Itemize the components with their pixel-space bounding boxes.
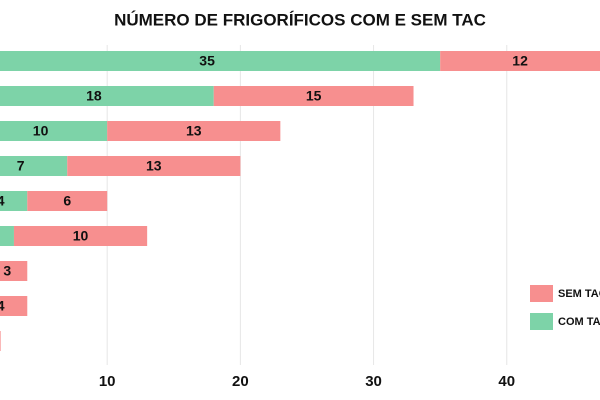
bar-segment <box>0 156 68 176</box>
chart-title: NÚMERO DE FRIGORÍFICOS COM E SEM TAC <box>114 10 486 29</box>
data-label: 10 <box>33 123 49 139</box>
data-label: 18 <box>86 88 102 104</box>
bar-segment <box>0 226 14 246</box>
data-label: 7 <box>17 158 25 174</box>
data-label: 4 <box>0 298 5 314</box>
bar-segment <box>0 51 441 71</box>
data-label: 12 <box>512 53 528 69</box>
bar-segment <box>0 261 28 281</box>
legend-swatch <box>530 285 553 302</box>
data-label: 6 <box>63 193 71 209</box>
bar-segment <box>107 121 281 141</box>
bar-segment <box>0 86 214 106</box>
bar-segment <box>0 191 28 211</box>
bar-segment <box>27 191 108 211</box>
legend-swatch <box>530 313 553 330</box>
x-tick-label: 10 <box>99 373 116 390</box>
data-label: 35 <box>199 53 215 69</box>
data-label: 3 <box>3 263 11 279</box>
bar-segment <box>0 121 108 141</box>
bar-segment <box>0 296 28 316</box>
data-label: 13 <box>146 158 162 174</box>
bar-segment <box>440 51 600 71</box>
legend-label: SEM TAC <box>558 288 600 300</box>
x-tick-label: 20 <box>232 373 249 390</box>
data-label: 15 <box>306 88 322 104</box>
x-tick-label: 30 <box>365 373 382 390</box>
bar-segment <box>13 226 148 246</box>
bar-segment <box>67 156 241 176</box>
bar-segment <box>213 86 414 106</box>
data-label: 4 <box>0 193 5 209</box>
data-label: 13 <box>186 123 202 139</box>
bar-segment <box>0 331 1 351</box>
x-tick-label: 40 <box>498 373 515 390</box>
legend-label: COM TAC <box>558 316 600 328</box>
data-label: 10 <box>73 228 89 244</box>
